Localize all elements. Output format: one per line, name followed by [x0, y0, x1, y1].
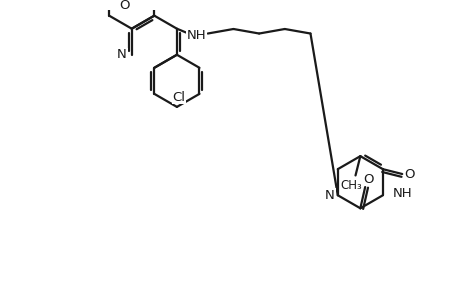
Text: O: O	[404, 167, 414, 181]
Text: NH: NH	[392, 187, 411, 200]
Text: N: N	[325, 189, 334, 202]
Text: O: O	[362, 173, 373, 186]
Text: NH: NH	[186, 29, 206, 42]
Text: N: N	[117, 48, 127, 61]
Text: O: O	[119, 0, 130, 12]
Text: CH₃: CH₃	[340, 178, 362, 192]
Text: Cl: Cl	[172, 91, 185, 104]
